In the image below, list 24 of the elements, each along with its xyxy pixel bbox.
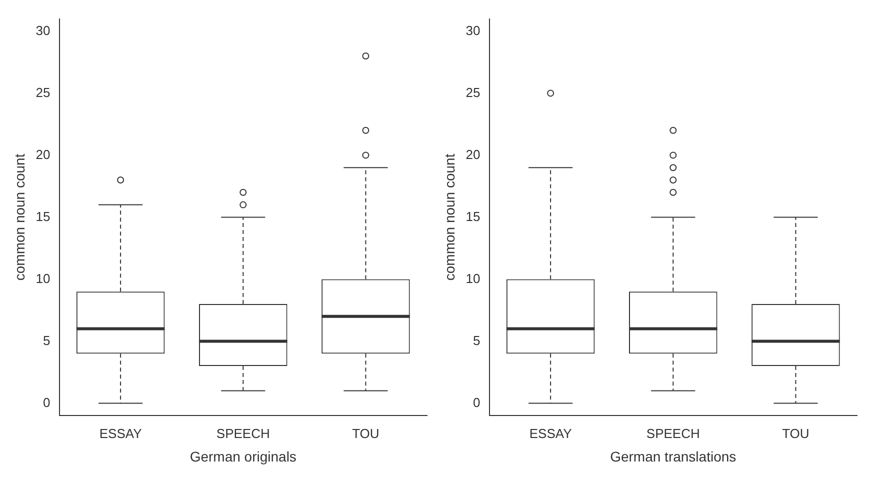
y-tick-label: 5 <box>43 332 50 348</box>
x-tick-label: ESSAY <box>99 426 142 441</box>
x-tick-label: TOU <box>352 426 380 441</box>
y-tick-label: 0 <box>43 394 50 410</box>
x-tick-label: SPEECH <box>216 426 270 441</box>
y-tick-label: 15 <box>36 208 50 224</box>
x-axis-title: German translations <box>610 448 736 464</box>
y-tick-label: 15 <box>466 208 480 224</box>
y-axis-title: common noun count <box>11 154 28 281</box>
x-tick-label: SPEECH <box>646 426 700 441</box>
y-tick-label: 10 <box>36 270 50 286</box>
y-tick-label: 25 <box>36 84 50 100</box>
y-tick-label: 25 <box>466 84 480 100</box>
y-tick-label: 30 <box>466 22 480 38</box>
y-tick-label: 10 <box>466 270 480 286</box>
y-tick-label: 30 <box>36 22 50 38</box>
y-tick-label: 5 <box>473 332 480 348</box>
x-tick-label: ESSAY <box>529 426 572 441</box>
y-tick-label: 20 <box>36 146 50 162</box>
y-tick-label: 20 <box>466 146 480 162</box>
y-axis-title: common noun count <box>441 154 458 281</box>
x-axis-title: German originals <box>190 448 296 464</box>
x-tick-label: TOU <box>782 426 810 441</box>
y-tick-label: 0 <box>473 394 480 410</box>
